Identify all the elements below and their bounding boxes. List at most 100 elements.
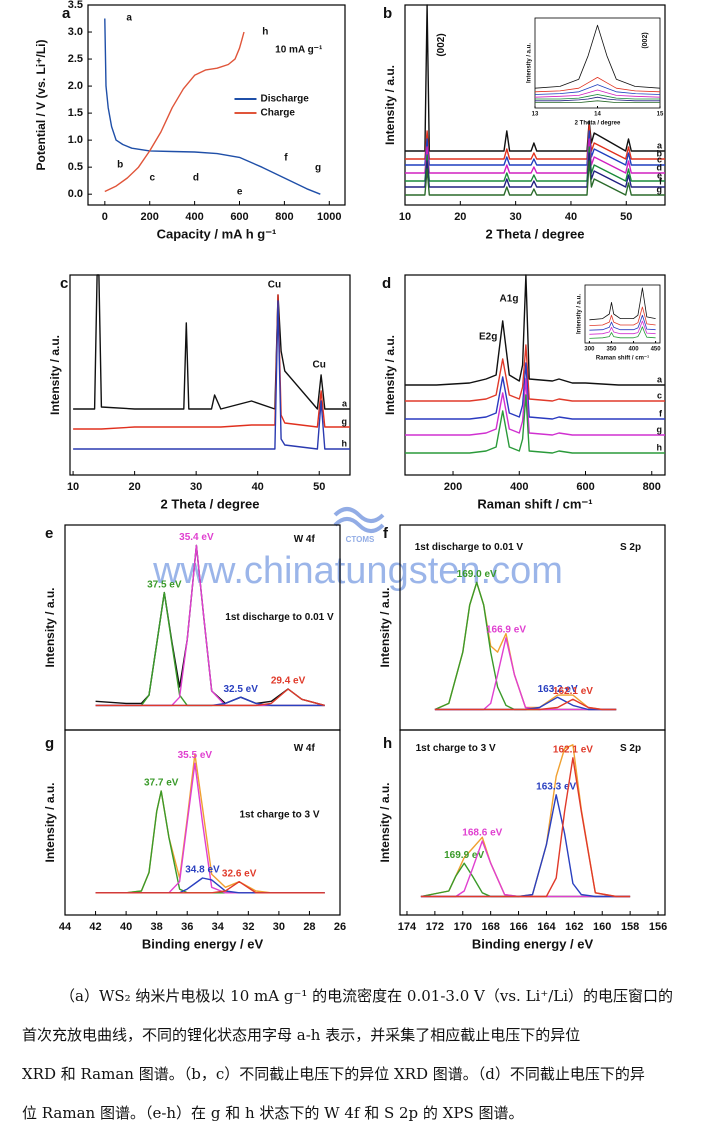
- plot-frame: [64, 729, 341, 916]
- plot-frame: [69, 274, 351, 476]
- annotation: A1g: [500, 294, 519, 305]
- caption-line: （a）WS₂ 纳米片电极以 10 mA g⁻¹ 的电流密度在 0.01-3.0 …: [60, 987, 673, 1005]
- caption-line: 首次充放电曲线，不同的锂化状态用字母 a-h 表示，并采集了相应截止电压下的异位: [22, 1026, 580, 1044]
- annotation: (002): [642, 32, 649, 48]
- annotation: S 2p: [620, 743, 641, 754]
- panel-label: d: [382, 275, 391, 292]
- caption-line: 位 Raman 图谱。（e-h）在 g 和 h 状态下的 W 4f 和 S 2p…: [22, 1104, 524, 1122]
- y-axis-label: Potential / V (vs. Li⁺/Li): [34, 39, 48, 170]
- x-tick-label: 30: [190, 481, 202, 493]
- series-line: [405, 362, 665, 420]
- series-line: [405, 160, 665, 196]
- x-tick-label: 200: [141, 211, 159, 223]
- series-line: [535, 94, 660, 100]
- panel-label: g: [45, 735, 54, 752]
- x-tick-label: 42: [89, 921, 101, 933]
- series-line: [73, 274, 350, 410]
- peak-label: 169.9 eV: [444, 850, 484, 861]
- x-tick-label: 10: [399, 211, 411, 223]
- series-label: a: [657, 140, 663, 150]
- x-tick-label: 400: [629, 347, 640, 353]
- x-tick-label: 400: [510, 481, 528, 493]
- y-tick-label: 3.5: [68, 0, 83, 11]
- y-tick-label: 2.5: [68, 53, 83, 65]
- y-tick-label: 1.0: [68, 134, 83, 146]
- y-axis-label: Intensity / a.u.: [48, 335, 62, 415]
- series-label: h: [342, 438, 348, 448]
- peak-label: 163.2 eV: [538, 684, 578, 695]
- x-tick-label: 172: [426, 921, 444, 933]
- x-axis-label: Capacity / mA h g⁻¹: [157, 226, 277, 241]
- peak-label: 168.6 eV: [462, 828, 502, 839]
- series-line: [405, 378, 665, 436]
- peak-label: 166.9 eV: [486, 624, 526, 635]
- y-axis-label: Intensity / a.u.: [383, 335, 397, 415]
- annotation: 10 mA g⁻¹: [275, 45, 323, 56]
- annotation: W 4f: [294, 743, 316, 754]
- series-label: g: [657, 184, 663, 194]
- peak-label: 32.5 eV: [223, 684, 258, 695]
- annotation: g: [315, 163, 321, 174]
- panel-label: e: [45, 525, 53, 542]
- series-line: [420, 757, 631, 898]
- y-tick-label: 0.0: [68, 188, 83, 200]
- annotation: d: [193, 173, 199, 184]
- annotation: e: [237, 187, 243, 198]
- x-tick-label: 166: [509, 921, 527, 933]
- y-tick-label: 0.5: [68, 161, 83, 173]
- series-label: d: [657, 162, 663, 172]
- annotation: a: [126, 13, 132, 24]
- peak-label: 32.6 eV: [222, 868, 257, 879]
- watermark-logo-text: CTOMS: [346, 535, 375, 544]
- peak-label: 163.3 eV: [536, 781, 576, 792]
- peak-label: 162.1 eV: [553, 686, 593, 697]
- peak-label: 37.5 eV: [147, 579, 182, 590]
- peak-label: 169.0 eV: [457, 569, 497, 580]
- panel-label: h: [383, 735, 392, 752]
- series-label: c: [657, 154, 662, 164]
- y-axis-label: Intensity / a.u.: [577, 294, 583, 334]
- chart-panel: 0 200 400 600 800 1000 0.0 0.5 1.0 1.5 2.0 2.5 3.0 3.…: [34, 0, 346, 241]
- y-axis-label: Intensity / a.u.: [43, 782, 57, 862]
- annotation: 1st charge to 3 V: [239, 810, 319, 821]
- annotation: Cu: [268, 280, 281, 291]
- plot-frame: [404, 4, 666, 206]
- chart-panel: 13 14 15 2 Theta / degree Intensity / a.u. (0…: [527, 17, 664, 127]
- peak-label: 35.4 eV: [179, 532, 214, 543]
- y-axis-label: Intensity / a.u.: [378, 782, 392, 862]
- x-tick-label: 300: [584, 347, 595, 353]
- x-tick-label: 20: [454, 211, 466, 223]
- series-line: [420, 744, 631, 898]
- x-tick-label: 28: [303, 921, 315, 933]
- series-line: [405, 274, 665, 386]
- y-axis-label: Intensity / a.u.: [383, 65, 397, 145]
- annotation: h: [262, 27, 268, 38]
- series-line: [95, 696, 325, 707]
- series-line: [405, 124, 665, 160]
- x-tick-label: 0: [102, 211, 108, 223]
- series-line: [534, 24, 661, 89]
- x-tick-label: 200: [444, 481, 462, 493]
- x-axis-label: 2 Theta / degree: [575, 121, 621, 127]
- caption-line: XRD 和 Raman 图谱。（b，c）不同截止电压下的异位 XRD 图谱。（d…: [22, 1065, 645, 1083]
- x-tick-label: 40: [120, 921, 132, 933]
- series-line: [405, 4, 665, 152]
- x-tick-label: 156: [649, 921, 667, 933]
- annotation: E2g: [479, 332, 497, 343]
- x-tick-label: 170: [454, 921, 472, 933]
- series-line: [104, 31, 245, 193]
- annotation: 1st discharge to 0.01 V: [415, 542, 524, 553]
- x-tick-label: 800: [643, 481, 661, 493]
- x-axis-label: Binding energy / eV: [472, 936, 594, 951]
- x-tick-label: 40: [252, 481, 264, 493]
- y-axis-label: Intensity / a.u.: [527, 43, 533, 83]
- legend-label: Charge: [260, 108, 295, 119]
- x-tick-label: 40: [565, 211, 577, 223]
- x-tick-label: 164: [537, 921, 556, 933]
- chart-panel: 10 20 30 40 50 2 Theta / degree Intensity / a.…: [48, 274, 351, 511]
- x-tick-label: 10: [67, 481, 79, 493]
- series-line: [434, 698, 617, 711]
- x-tick-label: 174: [398, 921, 417, 933]
- series-line: [405, 394, 665, 454]
- series-line: [589, 306, 656, 326]
